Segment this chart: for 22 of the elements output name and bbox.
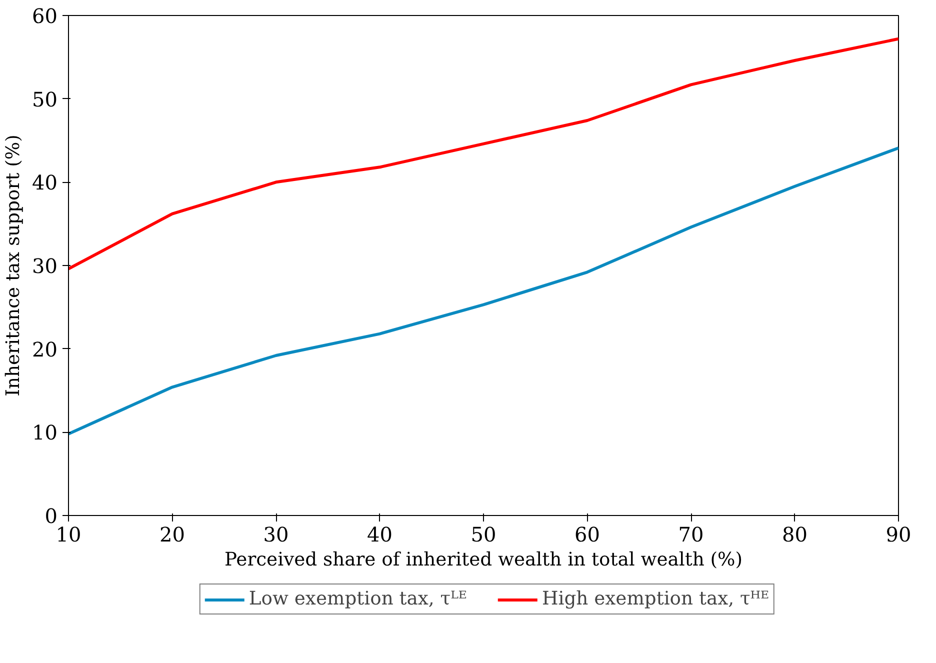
- line-series: [68, 146, 898, 436]
- x-tick-label: 10: [56, 522, 82, 546]
- y-tick-label: 20: [32, 337, 58, 362]
- line-series: [68, 37, 898, 270]
- x-axis-title: Perceived share of inherited wealth in total wealth (%): [224, 550, 743, 570]
- x-tick-label: 70: [678, 522, 704, 546]
- y-tick-label: 30: [32, 254, 58, 278]
- y-tick-label: 0: [44, 504, 58, 528]
- y-axis-title: Inheritance tax support (%): [3, 134, 24, 396]
- y-tick-label: 40: [32, 170, 58, 195]
- legend-label: Low exemption tax, τᴸᴱ: [248, 588, 467, 610]
- x-tick-label: 40: [367, 522, 392, 546]
- x-tick-label: 90: [886, 522, 912, 546]
- y-tick-label: 50: [32, 87, 58, 112]
- x-tick-label: 60: [574, 522, 600, 546]
- x-tick-label: 50: [470, 522, 496, 546]
- y-tick-label: 10: [32, 420, 58, 445]
- legend-label: High exemption tax, τᴴᴱ: [542, 588, 770, 610]
- x-tick-label: 20: [160, 522, 185, 546]
- y-tick-label: 60: [32, 4, 58, 28]
- x-tick-label: 80: [782, 522, 808, 546]
- x-tick-label: 30: [263, 522, 289, 546]
